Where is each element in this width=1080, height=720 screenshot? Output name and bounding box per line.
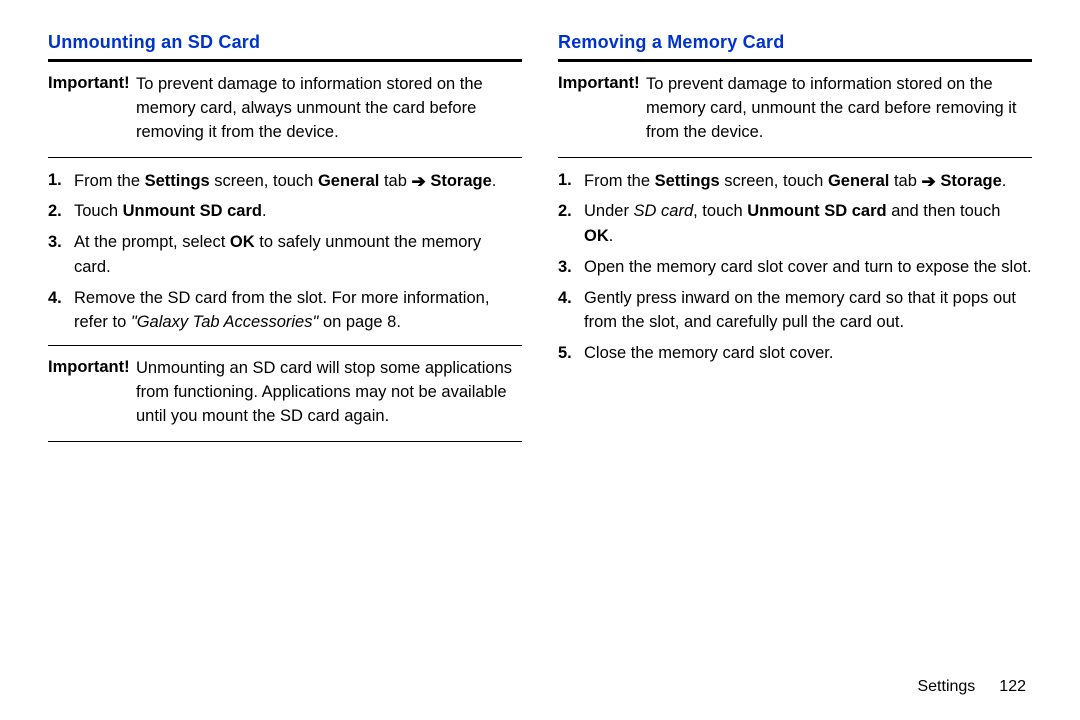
step-number: 5. [558, 341, 584, 366]
step-number: 3. [558, 255, 584, 280]
arrow-icon: ➔ [922, 169, 936, 195]
step-text: From the Settings screen, touch General … [584, 168, 1032, 194]
step-item: 4. Gently press inward on the memory car… [558, 286, 1032, 336]
steps-list-right: 1. From the Settings screen, touch Gener… [558, 158, 1032, 376]
right-column: Removing a Memory Card Important! To pre… [558, 32, 1032, 442]
footer-page-number: 122 [999, 678, 1026, 695]
rule [48, 441, 522, 442]
step-item: 3. Open the memory card slot cover and t… [558, 255, 1032, 280]
step-number: 1. [558, 168, 584, 194]
important-note-1: Important! To prevent damage to informat… [48, 62, 522, 157]
step-item: 5. Close the memory card slot cover. [558, 341, 1032, 366]
step-item: 3. At the prompt, select OK to safely un… [48, 230, 522, 280]
page-content: Unmounting an SD Card Important! To prev… [48, 32, 1032, 442]
step-text: Touch Unmount SD card. [74, 199, 522, 224]
step-text: Open the memory card slot cover and turn… [584, 255, 1032, 280]
step-number: 2. [48, 199, 74, 224]
step-text: Gently press inward on the memory card s… [584, 286, 1032, 336]
step-number: 4. [558, 286, 584, 336]
step-item: 1. From the Settings screen, touch Gener… [558, 168, 1032, 194]
footer-section: Settings [917, 678, 975, 695]
step-item: 2. Touch Unmount SD card. [48, 199, 522, 224]
step-number: 1. [48, 168, 74, 194]
step-text: At the prompt, select OK to safely unmou… [74, 230, 522, 280]
step-item: 1. From the Settings screen, touch Gener… [48, 168, 522, 194]
step-text: Remove the SD card from the slot. For mo… [74, 286, 522, 336]
step-text: From the Settings screen, touch General … [74, 168, 522, 194]
left-column: Unmounting an SD Card Important! To prev… [48, 32, 522, 442]
step-number: 4. [48, 286, 74, 336]
steps-list-left: 1. From the Settings screen, touch Gener… [48, 158, 522, 346]
important-label: Important! [48, 358, 130, 376]
step-number: 3. [48, 230, 74, 280]
important-note-3: Important! To prevent damage to informat… [558, 62, 1032, 157]
step-item: 4. Remove the SD card from the slot. For… [48, 286, 522, 336]
step-number: 2. [558, 199, 584, 249]
arrow-icon: ➔ [412, 169, 426, 195]
important-label: Important! [48, 74, 130, 92]
step-text: Under SD card, touch Unmount SD card and… [584, 199, 1032, 249]
heading-remove: Removing a Memory Card [558, 32, 1032, 53]
step-item: 2. Under SD card, touch Unmount SD card … [558, 199, 1032, 249]
important-label: Important! [558, 74, 640, 92]
step-text: Close the memory card slot cover. [584, 341, 1032, 366]
heading-unmount: Unmounting an SD Card [48, 32, 522, 53]
important-note-2: Important! Unmounting an SD card will st… [48, 346, 522, 441]
page-footer: Settings 122 [917, 678, 1026, 696]
